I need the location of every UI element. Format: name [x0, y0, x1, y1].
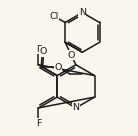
Text: O: O — [55, 63, 62, 72]
Text: O: O — [68, 51, 75, 60]
Text: F: F — [36, 119, 41, 128]
Text: F: F — [36, 45, 41, 54]
Text: N: N — [72, 103, 79, 112]
Text: O: O — [40, 47, 47, 56]
Text: Cl: Cl — [49, 12, 59, 21]
Text: N: N — [79, 8, 86, 17]
